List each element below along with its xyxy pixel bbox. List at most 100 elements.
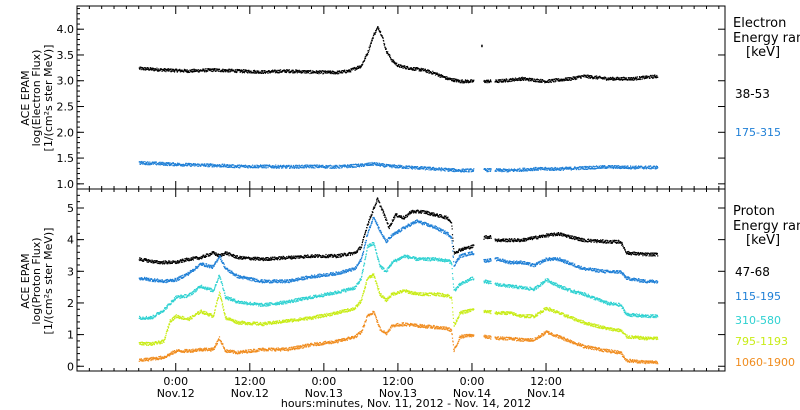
series-point [376,201,378,203]
series-point [393,62,395,64]
series-point [176,164,178,166]
series-point [548,168,550,170]
series-point [645,254,647,256]
series-point [577,239,579,242]
series-point [236,255,238,257]
series-point [223,165,225,167]
series-point [318,71,321,73]
series-point [261,167,263,169]
series-point [338,73,340,75]
series-point [539,167,541,170]
series-point [443,217,445,219]
series-point [547,236,549,238]
series-point [161,261,163,263]
series-point [187,162,189,165]
series-point [502,169,504,171]
series-point [504,168,506,170]
series-point [370,41,372,43]
series-point [140,257,143,260]
series-point [609,76,612,79]
series-point [628,250,630,253]
series-point [604,239,606,241]
series-point [339,70,341,72]
series-point [620,78,622,80]
series-point [283,256,285,258]
series-point [463,247,466,249]
series-point [328,255,330,257]
series-point [240,256,243,258]
series-point [321,165,323,167]
series-point [635,252,637,254]
series-point [550,234,552,236]
series-point [505,239,507,241]
series-point [255,71,257,73]
series-point [459,80,461,82]
series-point [394,215,396,217]
series-point [222,254,224,256]
series-point [469,248,471,250]
series-point [341,255,343,257]
series-point [433,212,435,214]
series-point [363,236,365,239]
series-point [543,80,546,82]
series-point [159,162,161,164]
series-point [165,262,167,264]
series-point [657,255,659,257]
series-point [277,69,280,71]
series-point [389,164,391,166]
series-point [629,77,631,79]
series-point [230,255,232,257]
series-point [443,76,445,78]
series-point [595,76,597,78]
series-point [506,169,508,171]
series-point [441,215,443,217]
series-point [577,167,579,170]
series-point [483,238,485,240]
series-point [608,167,610,169]
series-point [637,166,639,168]
series-point [171,262,173,264]
series-point [656,74,658,77]
series-point [627,253,629,255]
series-point [549,169,551,171]
series-point [382,209,384,211]
series-point [520,77,522,79]
series-point [467,247,469,249]
series-point [233,256,235,258]
series-point [318,70,320,73]
series-point [276,166,278,168]
series-point [562,80,564,82]
series-point [546,233,548,235]
series-point [550,81,552,83]
series-point [578,236,580,239]
series-point [440,170,442,172]
series-point [262,260,264,262]
series-point [215,164,218,167]
series-point [622,79,624,81]
series-point [267,72,269,74]
series-point [449,219,451,221]
series-point [325,167,327,169]
series-point [241,257,243,259]
series-point [205,255,207,257]
series-point [179,260,181,262]
series-point [349,70,351,72]
series-point [582,239,584,241]
series-point [546,80,548,82]
series-point [572,238,574,240]
series-point [258,166,260,169]
series-point [254,72,256,74]
series-point [414,168,416,170]
series-point [147,67,149,69]
series-point [650,252,653,254]
series-point [497,168,500,170]
series-point [384,216,386,218]
series-point [314,167,316,169]
series-point [567,236,569,238]
series-point [358,164,360,166]
series-point [495,169,497,171]
series-point [149,279,151,281]
series-point [207,166,209,168]
series-point [340,165,342,167]
series-point [552,167,554,169]
